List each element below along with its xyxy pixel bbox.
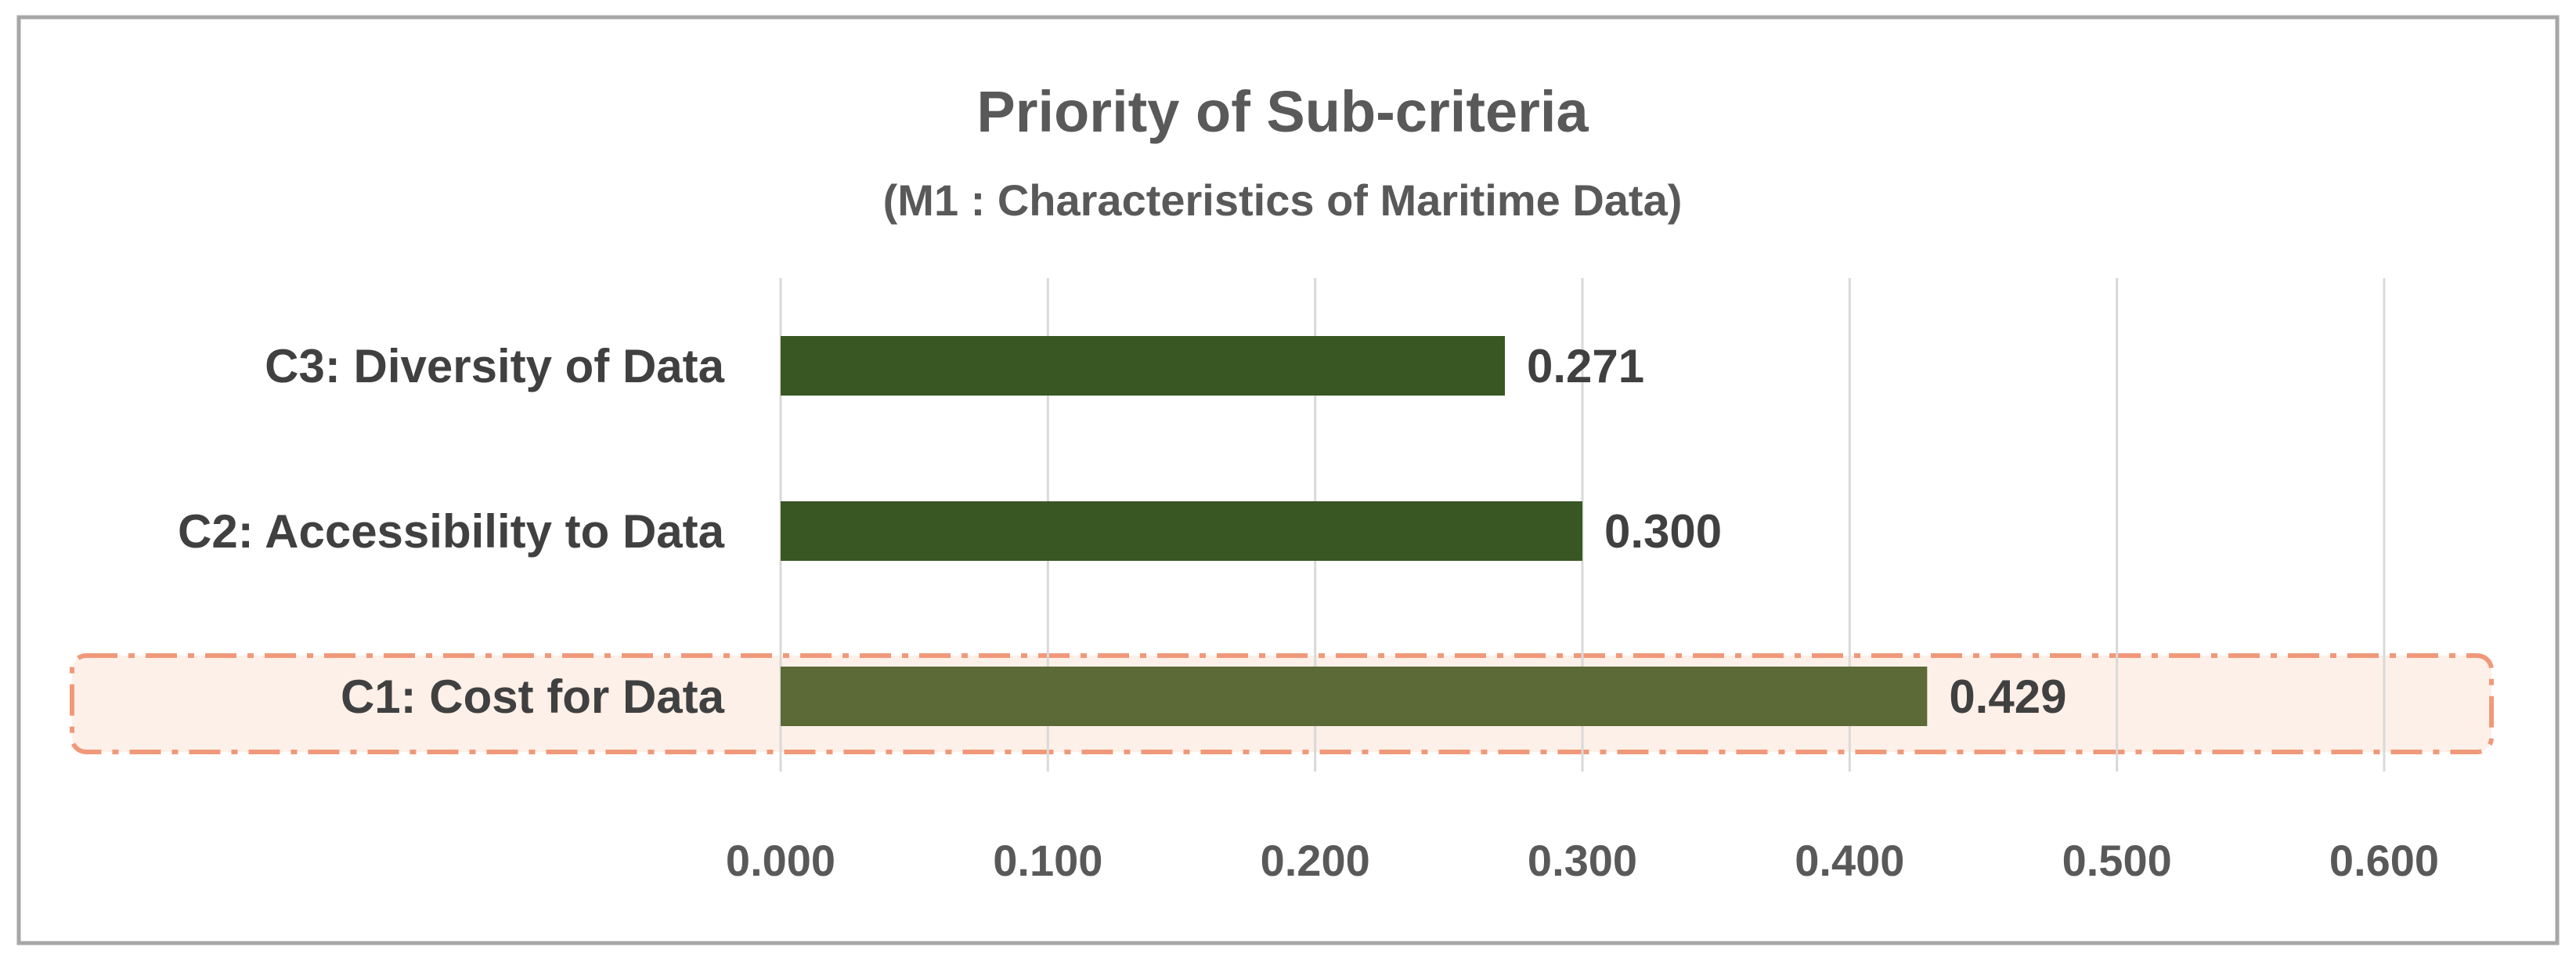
data-label: 0.271 <box>1527 340 1644 392</box>
category-label: C2: Accessibility to Data <box>178 505 725 558</box>
x-tick-label: 0.100 <box>993 836 1102 885</box>
data-label: 0.429 <box>1949 670 2066 723</box>
chart-frame <box>16 15 2560 945</box>
x-tick-label: 0.600 <box>2329 836 2439 885</box>
x-tick-label: 0.400 <box>1795 836 1904 885</box>
chart-subtitle: (M1 : Characteristics of Maritime Data) <box>883 175 1683 225</box>
bar <box>781 667 1928 726</box>
data-label: 0.300 <box>1604 505 1722 558</box>
x-tick-label: 0.000 <box>726 836 835 885</box>
bar <box>781 501 1582 561</box>
category-label: C1: Cost for Data <box>341 670 725 723</box>
x-tick-label: 0.500 <box>2062 836 2172 885</box>
x-tick-label: 0.300 <box>1528 836 1637 885</box>
x-tick-label: 0.200 <box>1261 836 1370 885</box>
bar <box>781 336 1506 396</box>
chart-title: Priority of Sub-criteria <box>976 79 1589 144</box>
labels: 0.000 0.100 0.200 0.300 0.400 0.500 0.600 C3: D… <box>178 340 2439 885</box>
bars <box>781 336 1928 726</box>
category-label: C3: Diversity of Data <box>265 340 724 392</box>
